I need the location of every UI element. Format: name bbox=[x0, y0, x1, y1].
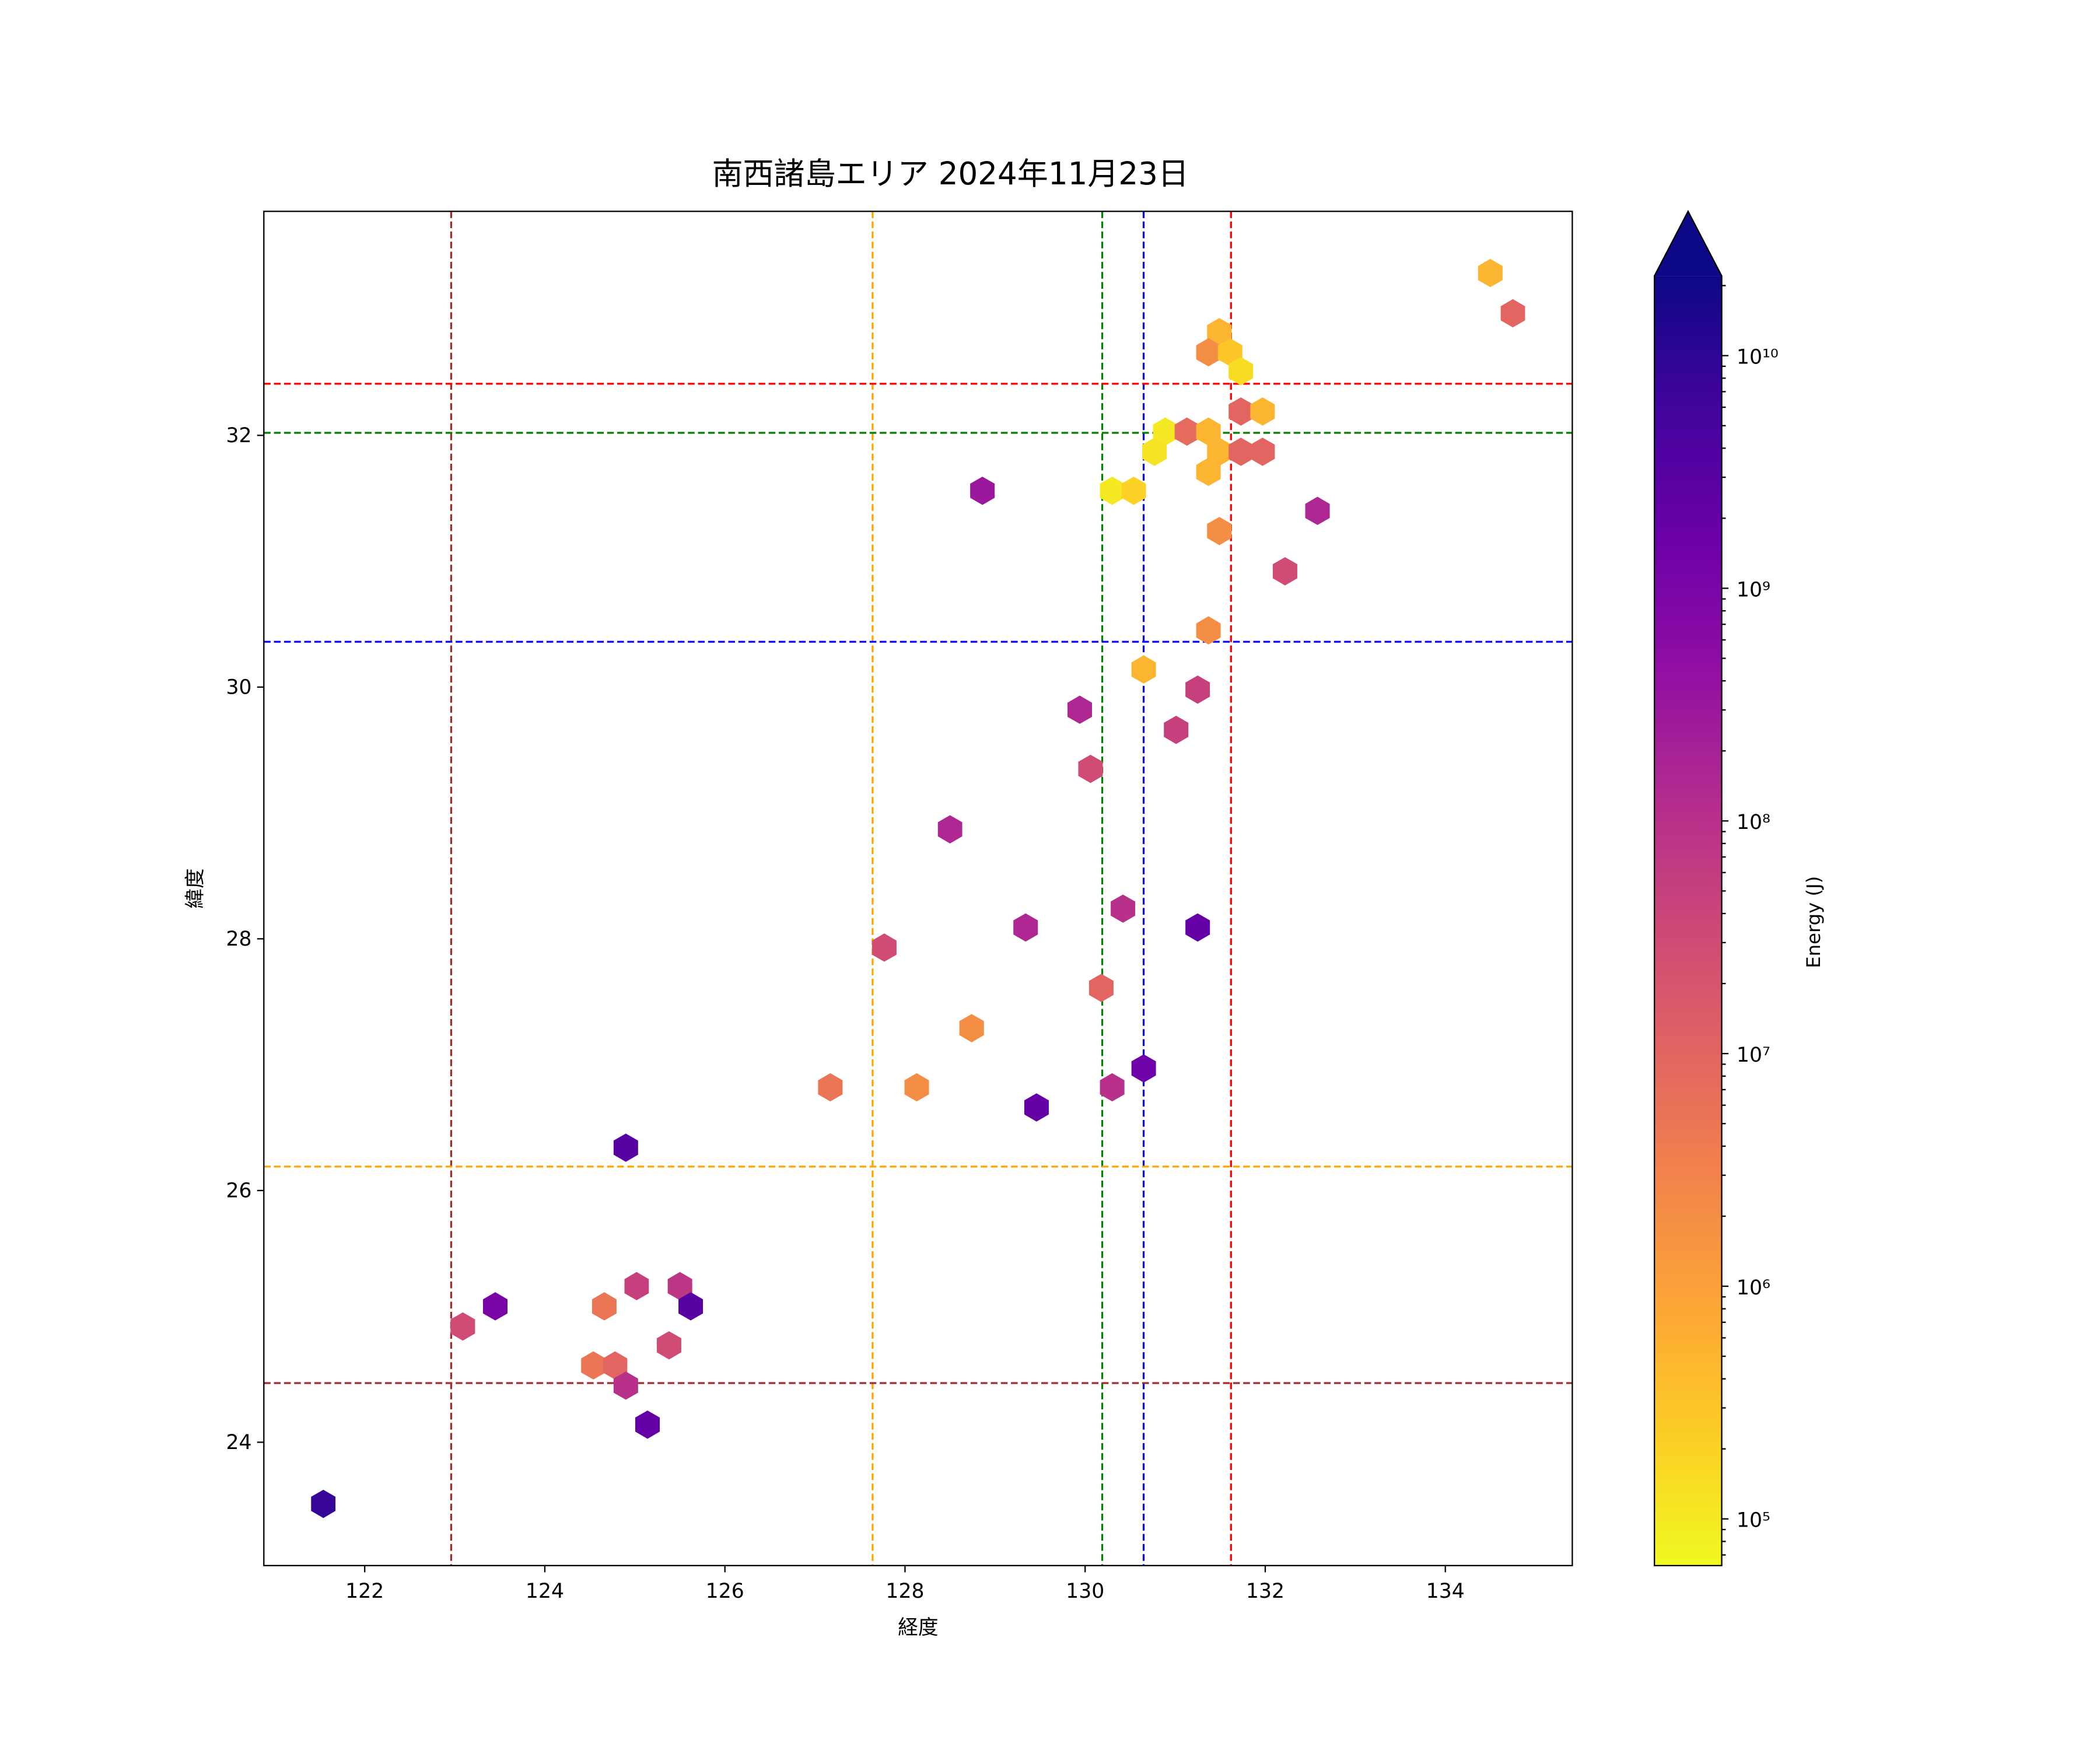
hexbin-cell bbox=[1068, 695, 1092, 724]
hexbin-cell bbox=[1024, 1093, 1049, 1122]
hexbin-cells bbox=[311, 258, 1525, 1518]
colorbar-outline bbox=[1653, 209, 1723, 1566]
colorbar-tick-label: 10⁷ bbox=[1737, 1044, 1770, 1067]
hexbin-cell bbox=[1228, 357, 1254, 386]
hexbin-cell bbox=[1078, 754, 1103, 783]
x-tick-label: 130 bbox=[1066, 1580, 1104, 1603]
hexbin-cell bbox=[1250, 438, 1275, 466]
hexbin-cell bbox=[970, 477, 995, 505]
hexbin-cell bbox=[656, 1331, 681, 1360]
hexbin-cell bbox=[1228, 397, 1254, 426]
hexbin-cell bbox=[1131, 1054, 1156, 1083]
hexbin-cell bbox=[1305, 496, 1330, 525]
x-axis-ticks: 122 124 126 128 130 132 134 bbox=[345, 1565, 1465, 1603]
reference-lines bbox=[264, 211, 1573, 1566]
colorbar-gradient bbox=[1654, 276, 1722, 1566]
x-axis-label: 経度 bbox=[898, 1616, 938, 1640]
hexbin-cell bbox=[1500, 299, 1525, 328]
hexbin-cell bbox=[613, 1133, 638, 1162]
x-tick-label: 128 bbox=[886, 1580, 924, 1603]
hexbin-cell bbox=[818, 1073, 843, 1102]
hexbin-cell bbox=[1185, 913, 1210, 942]
hexbin-cell bbox=[1013, 913, 1038, 942]
hexbin-cell bbox=[1272, 557, 1297, 586]
y-tick-label: 24 bbox=[226, 1431, 251, 1454]
hexbin-cell bbox=[1196, 338, 1221, 367]
y-tick-label: 26 bbox=[226, 1179, 251, 1202]
x-tick-label: 122 bbox=[345, 1580, 384, 1603]
x-tick-label: 132 bbox=[1246, 1580, 1284, 1603]
hexbin-cell bbox=[603, 1351, 628, 1380]
colorbar-tick-label: 10¹⁰ bbox=[1737, 345, 1779, 369]
hexbin-cell bbox=[1207, 517, 1232, 545]
colorbar-label: Energy (J) bbox=[1803, 876, 1825, 968]
hexbin-cell bbox=[635, 1410, 660, 1439]
hexbin-cell bbox=[581, 1351, 606, 1380]
hexbin-cell bbox=[592, 1292, 617, 1321]
hexbin-cell bbox=[1207, 438, 1232, 466]
hexbin-cell bbox=[613, 1371, 638, 1400]
hexbin-cell bbox=[667, 1272, 692, 1300]
y-tick-label: 32 bbox=[226, 424, 251, 447]
x-tick-label: 124 bbox=[526, 1580, 564, 1603]
hexbin-cell bbox=[1100, 1073, 1125, 1102]
hexbin-cell bbox=[1196, 616, 1221, 645]
colorbar-tick-label: 10⁸ bbox=[1737, 811, 1770, 834]
colorbar-tick-label: 10⁹ bbox=[1737, 578, 1770, 601]
chart-title: 南西諸島エリア 2024年11月23日 bbox=[712, 156, 1189, 192]
hexbin-cell bbox=[1131, 655, 1156, 684]
hexbin-cell bbox=[1228, 438, 1254, 466]
colorbar-extend-arrow bbox=[1654, 211, 1722, 276]
hexbin-cell bbox=[1196, 417, 1221, 446]
x-tick-label: 126 bbox=[706, 1580, 744, 1603]
colorbar-ticks: 10⁵ 10⁶ 10⁷ 10⁸ 10⁹ 10¹⁰ bbox=[1721, 285, 1779, 1556]
hexbin-cell bbox=[1121, 477, 1146, 505]
hexbin-cell bbox=[1217, 338, 1242, 367]
hexbin-cell bbox=[1207, 318, 1232, 346]
hexbin-cell bbox=[450, 1312, 475, 1341]
hexbin-cell bbox=[483, 1292, 508, 1321]
hexbin-cell bbox=[1142, 438, 1167, 466]
hexbin-cell bbox=[904, 1073, 929, 1102]
hexbin-cell bbox=[1250, 397, 1275, 426]
hexbin-cell bbox=[1174, 417, 1199, 446]
y-tick-label: 28 bbox=[226, 928, 251, 951]
colorbar: 10⁵ 10⁶ 10⁷ 10⁸ 10⁹ 10¹⁰ Energy (J) bbox=[1653, 209, 1825, 1566]
hexbin-cell bbox=[959, 1014, 984, 1042]
colorbar-tick-label: 10⁵ bbox=[1737, 1509, 1770, 1532]
hexbin-cell bbox=[1164, 716, 1189, 744]
y-axis-ticks: 24 26 28 30 32 bbox=[226, 424, 264, 1454]
hexbin-cell bbox=[1111, 894, 1136, 923]
hexbin-cell bbox=[1088, 974, 1114, 1002]
hexbin-cell bbox=[678, 1292, 704, 1321]
hexbin-cell bbox=[1196, 457, 1221, 487]
x-tick-label: 134 bbox=[1426, 1580, 1465, 1603]
y-axis-label: 緯度 bbox=[184, 868, 207, 908]
plot-frame bbox=[263, 211, 1573, 1566]
hexbin-cell bbox=[1100, 477, 1125, 505]
colorbar-tick-label: 10⁶ bbox=[1737, 1276, 1770, 1300]
hexbin-cell bbox=[624, 1272, 649, 1300]
hexbin-cell bbox=[872, 933, 897, 962]
hexbin-cell bbox=[1185, 676, 1210, 704]
hexbin-cell bbox=[311, 1489, 336, 1518]
hexbin-cell bbox=[937, 815, 963, 844]
hexbin-cell bbox=[1478, 258, 1503, 288]
hexbin-cell bbox=[1153, 417, 1178, 446]
y-tick-label: 30 bbox=[226, 676, 251, 699]
